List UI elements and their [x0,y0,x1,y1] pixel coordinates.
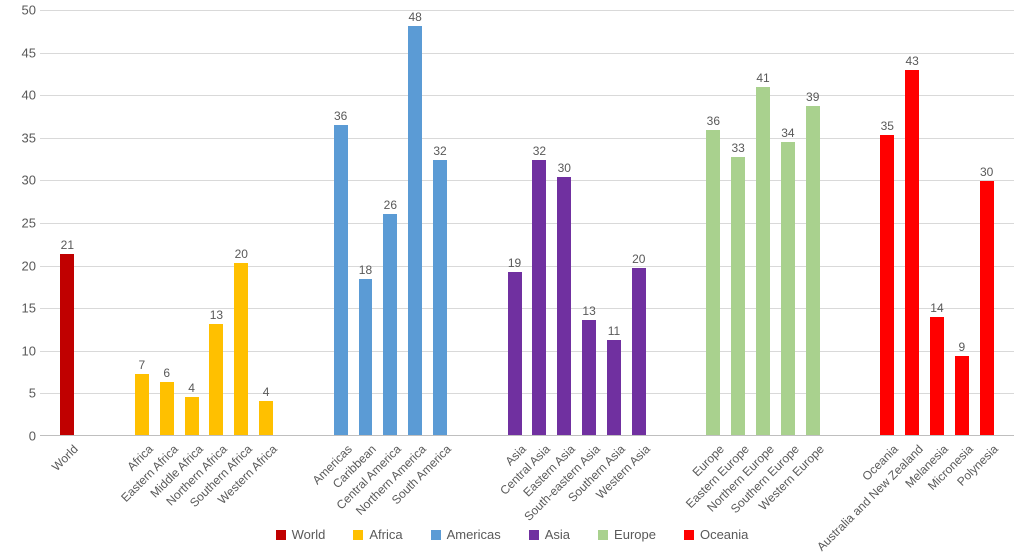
bar-chart: 05101520253035404550 2176413204361826483… [0,0,1024,546]
bar-value-label: 26 [370,198,410,212]
bar-value-label: 48 [395,10,435,24]
bar [135,374,149,435]
bar-value-label: 33 [718,141,758,155]
legend-label: Africa [369,527,402,542]
bar-value-label: 41 [743,71,783,85]
bars-layer: 2176413204361826483219323013112036334134… [40,10,1014,435]
bar [234,263,248,435]
legend-swatch [598,530,608,540]
bar [60,254,74,435]
y-tick-label: 45 [0,45,36,60]
legend-label: Asia [545,527,570,542]
legend-item: Asia [529,527,570,542]
bar-value-label: 20 [619,252,659,266]
legend-item: World [276,527,326,542]
y-tick-label: 35 [0,130,36,145]
bar [508,272,522,435]
y-tick-label: 40 [0,88,36,103]
bar [880,135,894,435]
bar-value-label: 4 [246,385,286,399]
bar-value-label: 4 [172,381,212,395]
legend-label: Oceania [700,527,748,542]
bar [905,70,919,436]
bar [781,142,795,435]
y-tick-label: 50 [0,3,36,18]
bar [532,160,546,435]
legend-item: Americas [431,527,501,542]
bar-value-label: 30 [544,161,584,175]
plot-area: 2176413204361826483219323013112036334134… [40,10,1014,436]
y-tick-label: 25 [0,216,36,231]
bar [259,401,273,435]
bar-value-label: 35 [867,119,907,133]
bar [980,181,994,435]
bar-value-label: 6 [147,366,187,380]
bar-value-label: 34 [768,126,808,140]
bar [359,279,373,435]
bar-value-label: 36 [321,109,361,123]
legend-item: Africa [353,527,402,542]
bar-value-label: 9 [942,340,982,354]
legend-item: Oceania [684,527,748,542]
bar [209,324,223,435]
legend-swatch [353,530,363,540]
bar-value-label: 13 [569,304,609,318]
bar [806,106,820,435]
legend-swatch [276,530,286,540]
bar-value-label: 39 [793,90,833,104]
bar [607,340,621,435]
bar-value-label: 43 [892,54,932,68]
bar [408,26,422,435]
legend-label: Europe [614,527,656,542]
bar [955,356,969,435]
bar [383,214,397,435]
legend-label: Americas [447,527,501,542]
bar-value-label: 32 [519,144,559,158]
bar-value-label: 32 [420,144,460,158]
y-tick-label: 10 [0,343,36,358]
bar [930,317,944,435]
legend-swatch [684,530,694,540]
bar-value-label: 14 [917,301,957,315]
bar-value-label: 21 [47,238,87,252]
bar [731,157,745,435]
bar [706,130,720,435]
bar-value-label: 18 [345,263,385,277]
y-tick-label: 15 [0,301,36,316]
bar [334,125,348,435]
legend-label: World [292,527,326,542]
y-tick-label: 0 [0,429,36,444]
chart-legend: World Africa Americas Asia Europe Oceania [0,527,1024,542]
bar [433,160,447,435]
bar-value-label: 11 [594,324,634,338]
bar-value-label: 20 [221,247,261,261]
bar-value-label: 13 [196,308,236,322]
bar-value-label: 30 [967,165,1007,179]
bar-value-label: 19 [495,256,535,270]
y-tick-label: 30 [0,173,36,188]
x-tick-label: World [49,442,81,474]
bar [185,397,199,435]
y-tick-label: 5 [0,386,36,401]
y-tick-label: 20 [0,258,36,273]
legend-swatch [529,530,539,540]
bar [632,268,646,435]
legend-swatch [431,530,441,540]
legend-item: Europe [598,527,656,542]
bar-value-label: 36 [693,114,733,128]
